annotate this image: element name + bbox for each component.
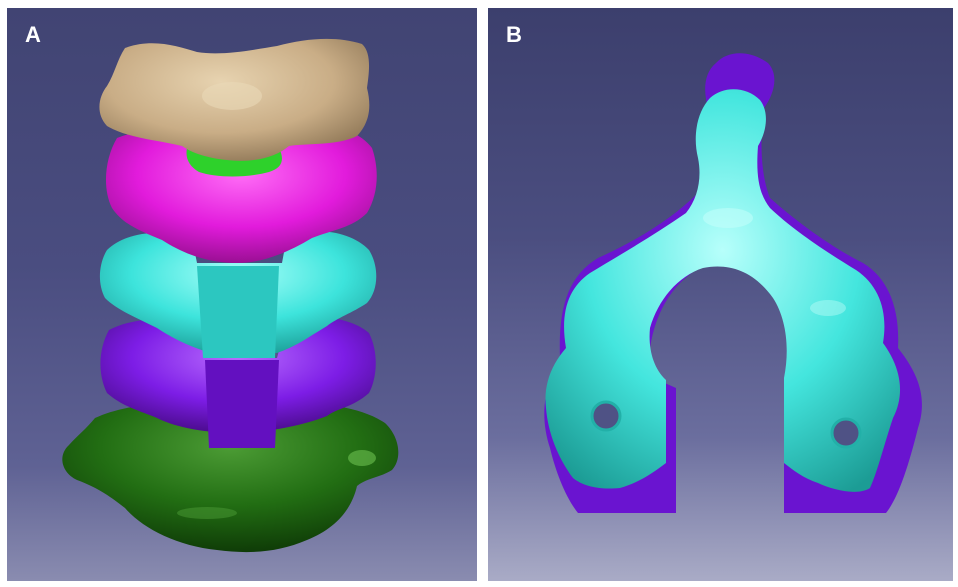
magenta-vertebra	[105, 127, 377, 263]
right-foramen	[832, 419, 860, 447]
green-vertebra	[62, 401, 399, 553]
single-vertebra-model-icon	[544, 53, 922, 513]
spine-stack-model-icon	[62, 38, 399, 553]
panel-a: A	[7, 8, 477, 581]
panel-a-label: A	[25, 22, 42, 47]
panel-b: B	[488, 8, 953, 581]
panel-b-label: B	[506, 22, 523, 47]
left-foramen	[592, 402, 620, 430]
cyan-vertebra	[545, 89, 901, 492]
